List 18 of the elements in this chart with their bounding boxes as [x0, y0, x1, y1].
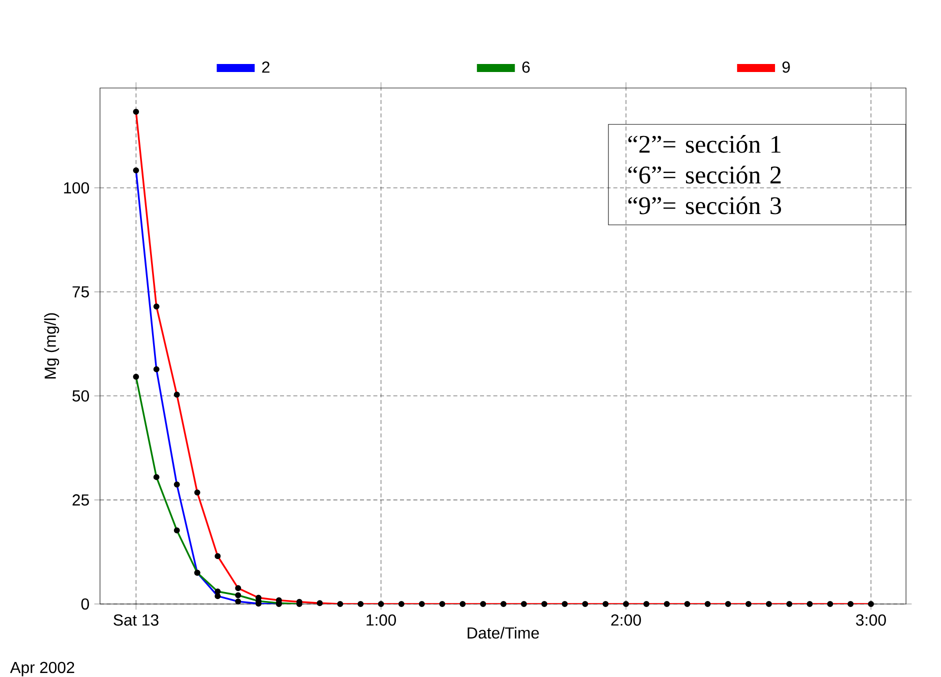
y-tick-label: 50	[72, 390, 89, 402]
annotation: “6”= sección 2	[628, 166, 781, 184]
x-tick-label: Sat 13	[114, 614, 158, 626]
y-tick-label: 25	[72, 494, 89, 506]
y-axis-title: Mg (mg/l)	[44, 313, 60, 378]
x-axis-title: Date/Time	[468, 626, 539, 639]
legend-label: 6	[522, 61, 530, 73]
y-tick-label: 0	[81, 598, 89, 610]
x-tick-label: 3:00	[856, 614, 886, 626]
annotation: “9”= sección 3	[628, 196, 782, 214]
legend-label: 9	[782, 61, 790, 73]
text: Apr 2002	[10, 662, 74, 676]
x-tick-label: 1:00	[366, 614, 396, 626]
y-tick-label: 100	[64, 182, 89, 194]
annotation: “2”= sección 1	[628, 135, 781, 153]
y-tick-label: 75	[72, 286, 89, 298]
legend-label: 2	[262, 61, 270, 73]
x-tick-label: 2:00	[611, 614, 641, 626]
